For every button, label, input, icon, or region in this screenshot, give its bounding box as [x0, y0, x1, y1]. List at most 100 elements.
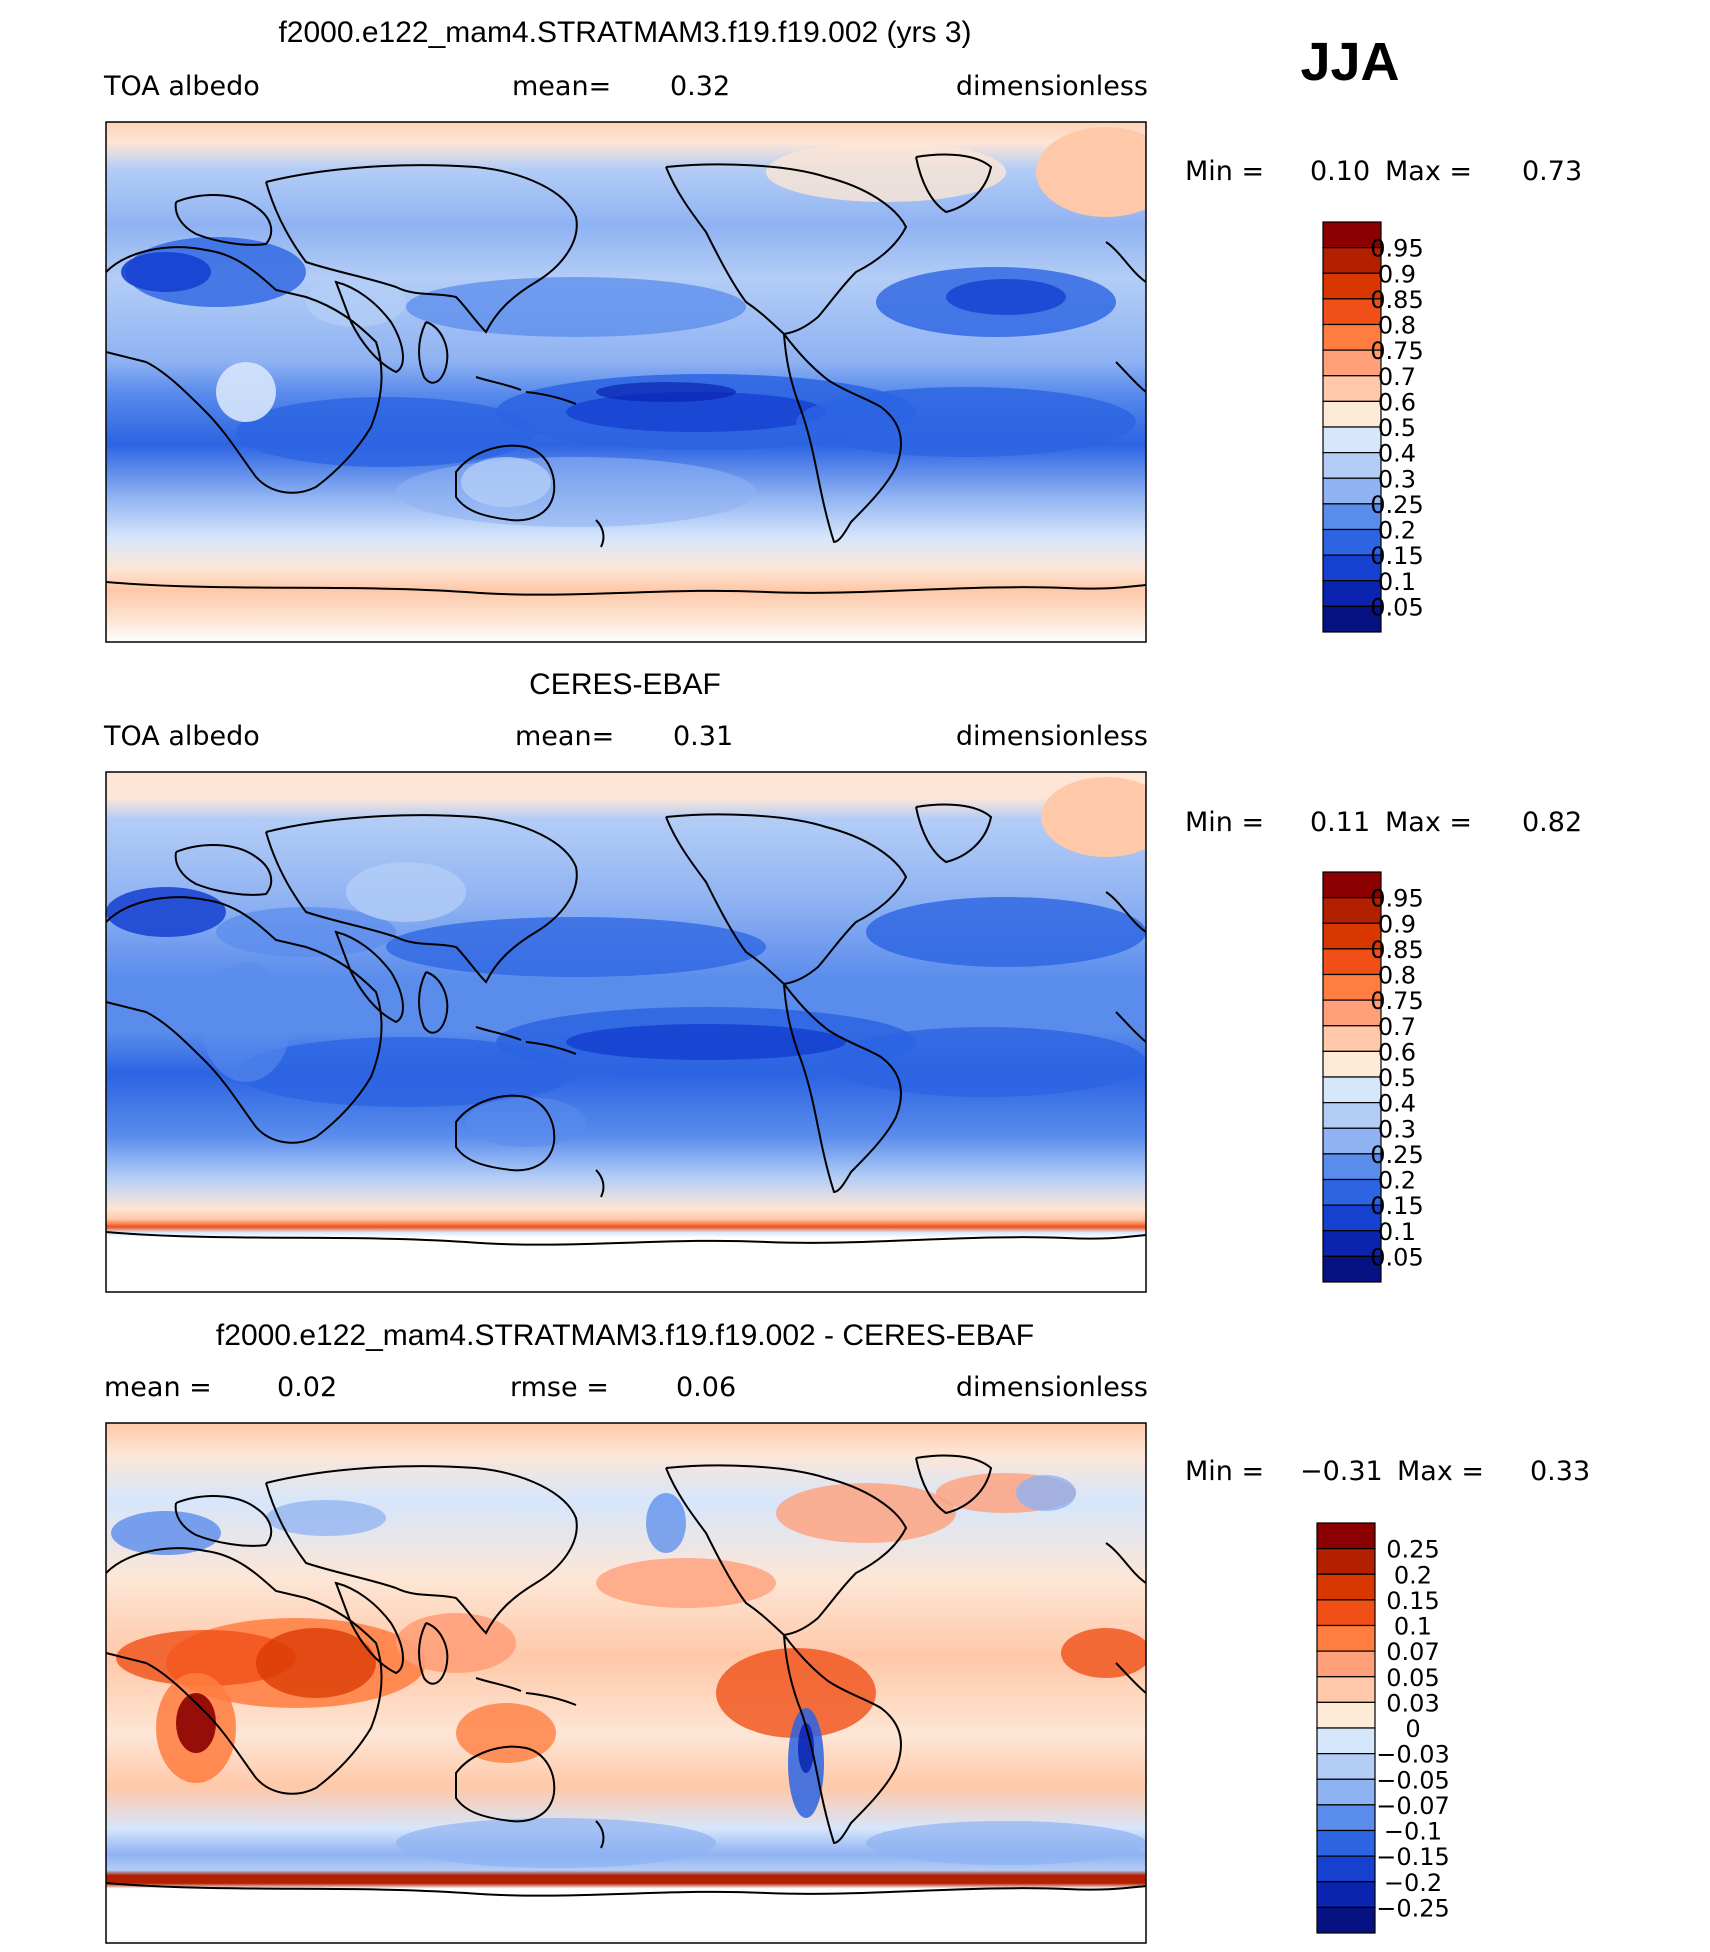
colorbar-swatch — [1322, 605, 1382, 633]
panel2-title: CERES-EBAF — [529, 668, 721, 701]
colorbar-tick-label: −0.15 — [1376, 1843, 1450, 1871]
colorbar-swatch — [1322, 1025, 1382, 1052]
panel1-max-label: Max = — [1385, 156, 1472, 187]
panel2-units: dimensionless — [956, 721, 1148, 752]
colorbar-swatch — [1322, 1050, 1382, 1078]
colorbar-tick-label: 0.8 — [1378, 962, 1416, 990]
panel3-max-label: Max = — [1397, 1456, 1484, 1487]
colorbar-tick-label: 0.95 — [1370, 885, 1423, 913]
colorbar-swatch — [1316, 1881, 1376, 1908]
colorbar-tick-label: 0.5 — [1378, 414, 1416, 442]
colorbar-swatch — [1316, 1624, 1376, 1652]
panel2-mean-label: mean= — [515, 721, 614, 752]
colorbar-tick-label: 0.2 — [1378, 517, 1416, 545]
colorbar-swatch — [1316, 1829, 1376, 1857]
colorbar-swatch — [1322, 247, 1382, 274]
colorbar-swatch — [1322, 1102, 1382, 1129]
colorbar-tick-label: 0.7 — [1378, 363, 1416, 391]
panel2-map — [105, 771, 1147, 1293]
colorbar-tick-label: −0.07 — [1376, 1792, 1450, 1820]
colorbar-swatch — [1322, 871, 1382, 899]
colorbar-swatch — [1322, 1255, 1382, 1283]
panel2-max-value: 0.82 — [1522, 807, 1582, 838]
colorbar-swatch — [1322, 973, 1382, 1001]
panel2-variable: TOA albedo — [103, 721, 260, 752]
panel2-max-label: Max = — [1385, 807, 1472, 838]
colorbar-tick-label: 0.2 — [1378, 1167, 1416, 1195]
colorbar-swatch — [1316, 1778, 1376, 1806]
panel2-mean-value: 0.31 — [673, 721, 733, 752]
panel1-mean-value: 0.32 — [670, 71, 730, 102]
panel1-mean-label: mean= — [512, 71, 611, 102]
colorbar-swatch — [1322, 298, 1382, 326]
colorbar-swatch — [1322, 1230, 1382, 1257]
panel3-title: f2000.e122_mam4.STRATMAM3.f19.f19.002 - … — [216, 1319, 1034, 1352]
panel1-max-value: 0.73 — [1522, 156, 1582, 187]
colorbar-swatch — [1322, 349, 1382, 377]
panel2-colorbar: 0.950.90.850.80.750.70.60.50.40.30.250.2… — [1322, 871, 1424, 1283]
panel2-min-value: 0.11 — [1310, 807, 1370, 838]
colorbar-swatch — [1322, 323, 1382, 351]
colorbar-tick-label: 0.9 — [1378, 910, 1416, 938]
colorbar-tick-label: 0.1 — [1394, 1613, 1432, 1641]
colorbar-tick-label: 0.5 — [1378, 1064, 1416, 1092]
colorbar-tick-label: 0.85 — [1370, 286, 1423, 314]
colorbar-tick-label: 0.75 — [1370, 337, 1423, 365]
colorbar-swatch — [1316, 1548, 1376, 1575]
colorbar-swatch — [1316, 1855, 1376, 1883]
colorbar-tick-label: −0.2 — [1384, 1869, 1442, 1897]
colorbar-swatch — [1316, 1701, 1376, 1729]
panel1-map — [105, 121, 1147, 643]
colorbar-tick-label: 0.07 — [1386, 1638, 1439, 1666]
colorbar-tick-label: 0.7 — [1378, 1013, 1416, 1041]
colorbar-tick-label: −0.05 — [1376, 1766, 1450, 1794]
colorbar-swatch — [1322, 375, 1382, 402]
colorbar-tick-label: 0.75 — [1370, 987, 1423, 1015]
colorbar-swatch — [1316, 1573, 1376, 1601]
colorbar-swatch — [1322, 1153, 1382, 1181]
colorbar-swatch — [1322, 554, 1382, 582]
colorbar-tick-label: 0.25 — [1370, 1141, 1423, 1169]
colorbar-tick-label: −0.03 — [1376, 1741, 1450, 1769]
panel3-mean-label: mean = — [104, 1372, 212, 1403]
colorbar-tick-label: 0.15 — [1386, 1587, 1439, 1615]
colorbar-tick-label: 0 — [1405, 1715, 1420, 1743]
panel3-max-value: 0.33 — [1530, 1456, 1590, 1487]
colorbar-swatch — [1322, 400, 1382, 428]
colorbar-tick-label: 0.3 — [1378, 1115, 1416, 1143]
colorbar-tick-label: 0.4 — [1378, 440, 1416, 468]
panel1-min-value: 0.10 — [1310, 156, 1370, 187]
colorbar-swatch — [1316, 1906, 1376, 1934]
colorbar-tick-label: −0.25 — [1376, 1894, 1450, 1922]
panel2-min-label: Min = — [1185, 807, 1264, 838]
colorbar-swatch — [1322, 452, 1382, 479]
colorbar-tick-label: 0.15 — [1370, 1192, 1423, 1220]
colorbar-tick-label: 0.1 — [1378, 568, 1416, 596]
colorbar-tick-label: 0.8 — [1378, 312, 1416, 340]
colorbar-swatch — [1316, 1599, 1376, 1627]
colorbar-swatch — [1316, 1804, 1376, 1832]
panel3-units: dimensionless — [956, 1372, 1148, 1403]
colorbar-swatch — [1322, 221, 1382, 249]
colorbar-swatch — [1316, 1650, 1376, 1678]
panel3-map — [105, 1422, 1147, 1944]
panel3-min-label: Min = — [1185, 1456, 1264, 1487]
panel3-mean-value: 0.02 — [277, 1372, 337, 1403]
colorbar-swatch — [1316, 1753, 1376, 1780]
panel1-colorbar: 0.950.90.850.80.750.70.60.50.40.30.250.2… — [1322, 221, 1424, 633]
panel1-title: f2000.e122_mam4.STRATMAM3.f19.f19.002 (y… — [278, 16, 971, 49]
colorbar-swatch — [1316, 1727, 1376, 1755]
colorbar-swatch — [1322, 948, 1382, 976]
panel3-rmse-label: rmse = — [510, 1372, 609, 1403]
colorbar-tick-label: 0.6 — [1378, 388, 1416, 416]
colorbar-tick-label: 0.05 — [1370, 593, 1423, 621]
colorbar-swatch — [1322, 477, 1382, 505]
panel3-colorbar: 0.250.20.150.10.070.050.030−0.03−0.05−0.… — [1316, 1522, 1450, 1934]
panel3-rmse-value: 0.06 — [676, 1372, 736, 1403]
colorbar-tick-label: 0.25 — [1386, 1536, 1439, 1564]
colorbar-tick-label: 0.25 — [1370, 491, 1423, 519]
colorbar-swatch — [1316, 1676, 1376, 1703]
colorbar-swatch — [1316, 1522, 1376, 1550]
colorbar-tick-label: −0.1 — [1384, 1818, 1442, 1846]
